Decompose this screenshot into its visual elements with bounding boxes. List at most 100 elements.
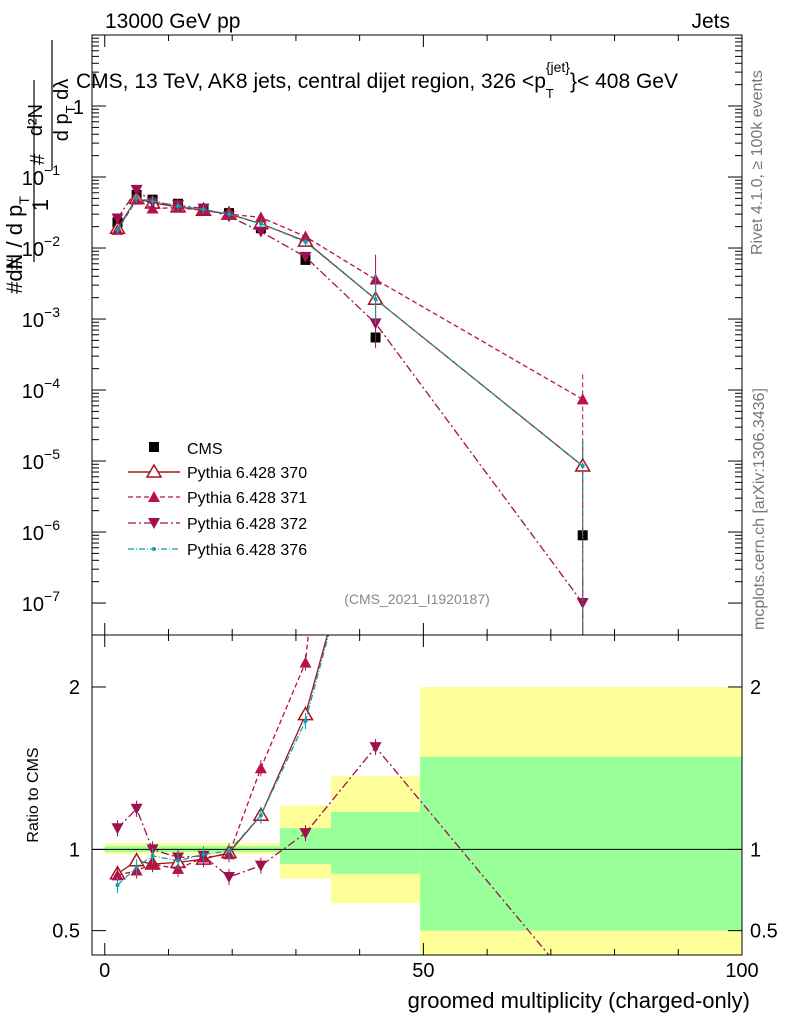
point-p376-1: [134, 196, 139, 201]
ratio-point-p370-8: [369, 453, 383, 465]
ratio-point-p372-0: [111, 823, 124, 835]
title-sub: T: [546, 86, 554, 101]
point-p376-0: [115, 227, 120, 232]
ratio-y-tick-label-right-0: 0.5: [750, 921, 778, 943]
series-cms: [112, 189, 588, 541]
point-p376-6: [258, 221, 263, 226]
point-p376-4: [201, 207, 206, 212]
svg-text:#: #: [27, 153, 49, 165]
x-tick-label-0: 0: [99, 960, 110, 982]
ratio-series-p376: [115, 458, 378, 894]
line-p371: [116, 198, 584, 400]
legend-label-370: Pythia 6.428 370: [187, 465, 307, 482]
ratio-point-p372-1: [130, 803, 143, 815]
legend-item-cms: CMS: [149, 441, 223, 458]
y-tick-label-0: 10−7: [22, 588, 60, 616]
ratio-point-p376-3: [176, 858, 181, 863]
legend-marker-371: [148, 491, 160, 502]
line-p376: [116, 197, 584, 467]
legend-label-cms: CMS: [187, 441, 223, 458]
legend-marker-376: [152, 547, 156, 551]
ratio-point-p372-6: [254, 860, 267, 872]
x-tick-label-1: 50: [412, 960, 434, 982]
y-tick-label-5: 10−2: [22, 233, 60, 261]
line-p370: [116, 197, 584, 467]
point-p372-1: [130, 184, 143, 196]
point-p372-0: [111, 213, 124, 225]
legend-label-376: Pythia 6.428 376: [187, 542, 307, 559]
series-p376: [115, 194, 585, 635]
ratio-y-tick-label-0: 0.5: [52, 921, 80, 943]
ratio-y-label: Ratio to CMS: [25, 747, 42, 842]
point-p372-7: [299, 251, 312, 263]
ratio-y-tick-label-right-1: 1: [750, 839, 761, 861]
ratio-y-tick-label-1: 1: [69, 839, 80, 861]
mcplots-label: mcplots.cern.ch [arXiv:1306.3436]: [751, 388, 768, 630]
legend-label-371: Pythia 6.428 371: [187, 490, 307, 507]
legend-item-372: Pythia 6.428 372: [128, 516, 307, 533]
x-axis-label: groomed multiplicity (charged-only): [408, 988, 750, 1013]
title-tail: }< 408 GeV: [570, 70, 678, 93]
point-p376-8: [373, 297, 378, 302]
legend-marker-372: [148, 518, 160, 529]
line-p372: [116, 188, 584, 604]
x-tick-label-2: 100: [725, 960, 758, 982]
point-p376-2: [150, 198, 155, 203]
ratio-y-tick-label-2: 2: [69, 677, 80, 699]
ratio-line-p371: [117, 635, 309, 877]
band-green-2: [330, 812, 421, 874]
ratio-uncertainty-bands: [104, 686, 742, 955]
ratio-point-p371-7: [299, 656, 312, 668]
legend-item-370: Pythia 6.428 370: [128, 463, 307, 482]
y-tick-label-7: 1: [73, 97, 84, 119]
header-left: 13000 GeV pp: [105, 10, 240, 33]
ratio-line-p372: [117, 746, 550, 955]
ratio-line-p376: [117, 635, 330, 886]
title-sup: {jet}: [546, 59, 570, 75]
y-tick-label-3: 10−4: [22, 375, 60, 403]
svg-text:#dN / d pT: #dN / d pT: [2, 196, 32, 294]
point-p376-9: [580, 464, 585, 469]
ratio-y-tick-label-right-2: 2: [750, 677, 761, 699]
svg-text:d²N: d²N: [25, 104, 47, 136]
ratio-point-p371-6: [254, 762, 267, 774]
legend-label-372: Pythia 6.428 372: [187, 516, 307, 533]
y-tick-label-2: 10−5: [22, 446, 60, 474]
legend-marker-cms: [149, 442, 159, 452]
point-p371-6: [254, 211, 267, 223]
point-p371-9: [576, 393, 589, 405]
legend-item-376: Pythia 6.428 376: [128, 542, 307, 559]
ratio-line-p370: [117, 635, 329, 875]
ratio-point-p376-6: [258, 813, 263, 818]
svg-text:#: #: [2, 257, 27, 270]
ratio-point-p376-7: [303, 719, 308, 724]
ratio-point-p376-1: [134, 865, 139, 870]
point-p371-7: [299, 230, 312, 242]
point-p376-7: [303, 239, 308, 244]
ratio-point-p376-4: [201, 852, 206, 857]
point-p372-6: [254, 226, 267, 238]
main-series: [109, 184, 591, 635]
ratio-point-p376-8: [374, 458, 378, 462]
ratio-series: [109, 453, 550, 955]
axes: 0 50 100 10−7 10−6 10−5 10−4 10−3 10−2 10−1 1 0.5 0.…: [22, 35, 778, 982]
svg-text:d pT dλ: d pT dλ: [51, 79, 78, 141]
series-p371: [111, 193, 589, 635]
legend-marker-370: [145, 463, 163, 478]
chart-title: CMS, 13 TeV, AK8 jets, central dijet reg…: [76, 59, 678, 101]
header-right: Jets: [691, 10, 730, 33]
ratio-panel-frame: [91, 634, 743, 956]
ratio-point-p372-8: [369, 742, 382, 754]
ratio-point-p376-0: [115, 883, 120, 888]
legend-item-371: Pythia 6.428 371: [128, 490, 307, 507]
y-tick-label-4: 10−3: [22, 304, 60, 332]
ratio-point-p372-5: [223, 872, 236, 884]
ratio-point-p372-7: [299, 828, 312, 840]
rivet-label: Rivet 4.1.0, ≥ 100k events: [749, 70, 766, 255]
legend: CMS Pythia 6.428 370 Pythia 6.428 371 Py…: [128, 441, 307, 559]
y-tick-label-1: 10−6: [22, 517, 60, 545]
point-p376-3: [176, 204, 181, 209]
ratio-point-p371-0: [111, 869, 124, 881]
band-green-3: [420, 756, 742, 931]
